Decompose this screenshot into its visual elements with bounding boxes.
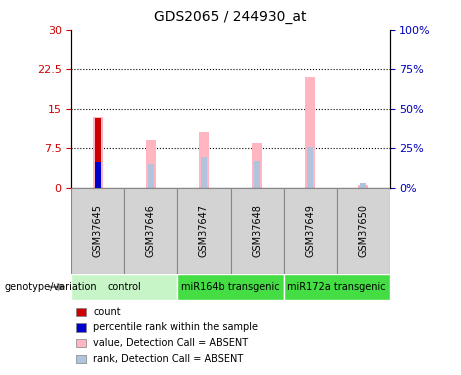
Text: percentile rank within the sample: percentile rank within the sample	[93, 322, 258, 333]
Bar	[95, 161, 100, 188]
Bar	[124, 188, 177, 274]
Bar	[201, 157, 207, 188]
Bar	[199, 132, 209, 188]
Text: value, Detection Call = ABSENT: value, Detection Call = ABSENT	[93, 338, 248, 348]
Bar	[71, 274, 177, 300]
Bar	[230, 188, 284, 274]
Text: GSM37645: GSM37645	[93, 204, 103, 257]
Bar	[284, 188, 337, 274]
Bar	[307, 147, 313, 188]
Bar	[177, 274, 284, 300]
Bar	[146, 140, 156, 188]
Text: miR164b transgenic: miR164b transgenic	[181, 282, 280, 292]
Bar	[252, 143, 262, 188]
Bar	[71, 188, 124, 274]
Bar	[337, 188, 390, 274]
Text: GSM37650: GSM37650	[358, 204, 368, 257]
Bar	[284, 274, 390, 300]
Text: GDS2065 / 244930_at: GDS2065 / 244930_at	[154, 10, 307, 24]
Bar	[305, 77, 315, 188]
Bar	[361, 183, 366, 188]
Bar	[254, 161, 260, 188]
Bar	[148, 164, 154, 188]
Text: rank, Detection Call = ABSENT: rank, Detection Call = ABSENT	[93, 354, 243, 364]
Text: genotype/variation: genotype/variation	[5, 282, 97, 292]
Bar	[177, 188, 230, 274]
Text: control: control	[107, 282, 142, 292]
Text: GSM37649: GSM37649	[305, 204, 315, 257]
Text: GSM37647: GSM37647	[199, 204, 209, 257]
Text: miR172a transgenic: miR172a transgenic	[287, 282, 386, 292]
Text: GSM37646: GSM37646	[146, 204, 156, 257]
Text: GSM37648: GSM37648	[252, 204, 262, 257]
Text: count: count	[93, 307, 121, 316]
Bar	[93, 117, 103, 188]
Bar	[95, 118, 100, 188]
Bar	[358, 185, 368, 188]
Bar	[95, 162, 100, 188]
